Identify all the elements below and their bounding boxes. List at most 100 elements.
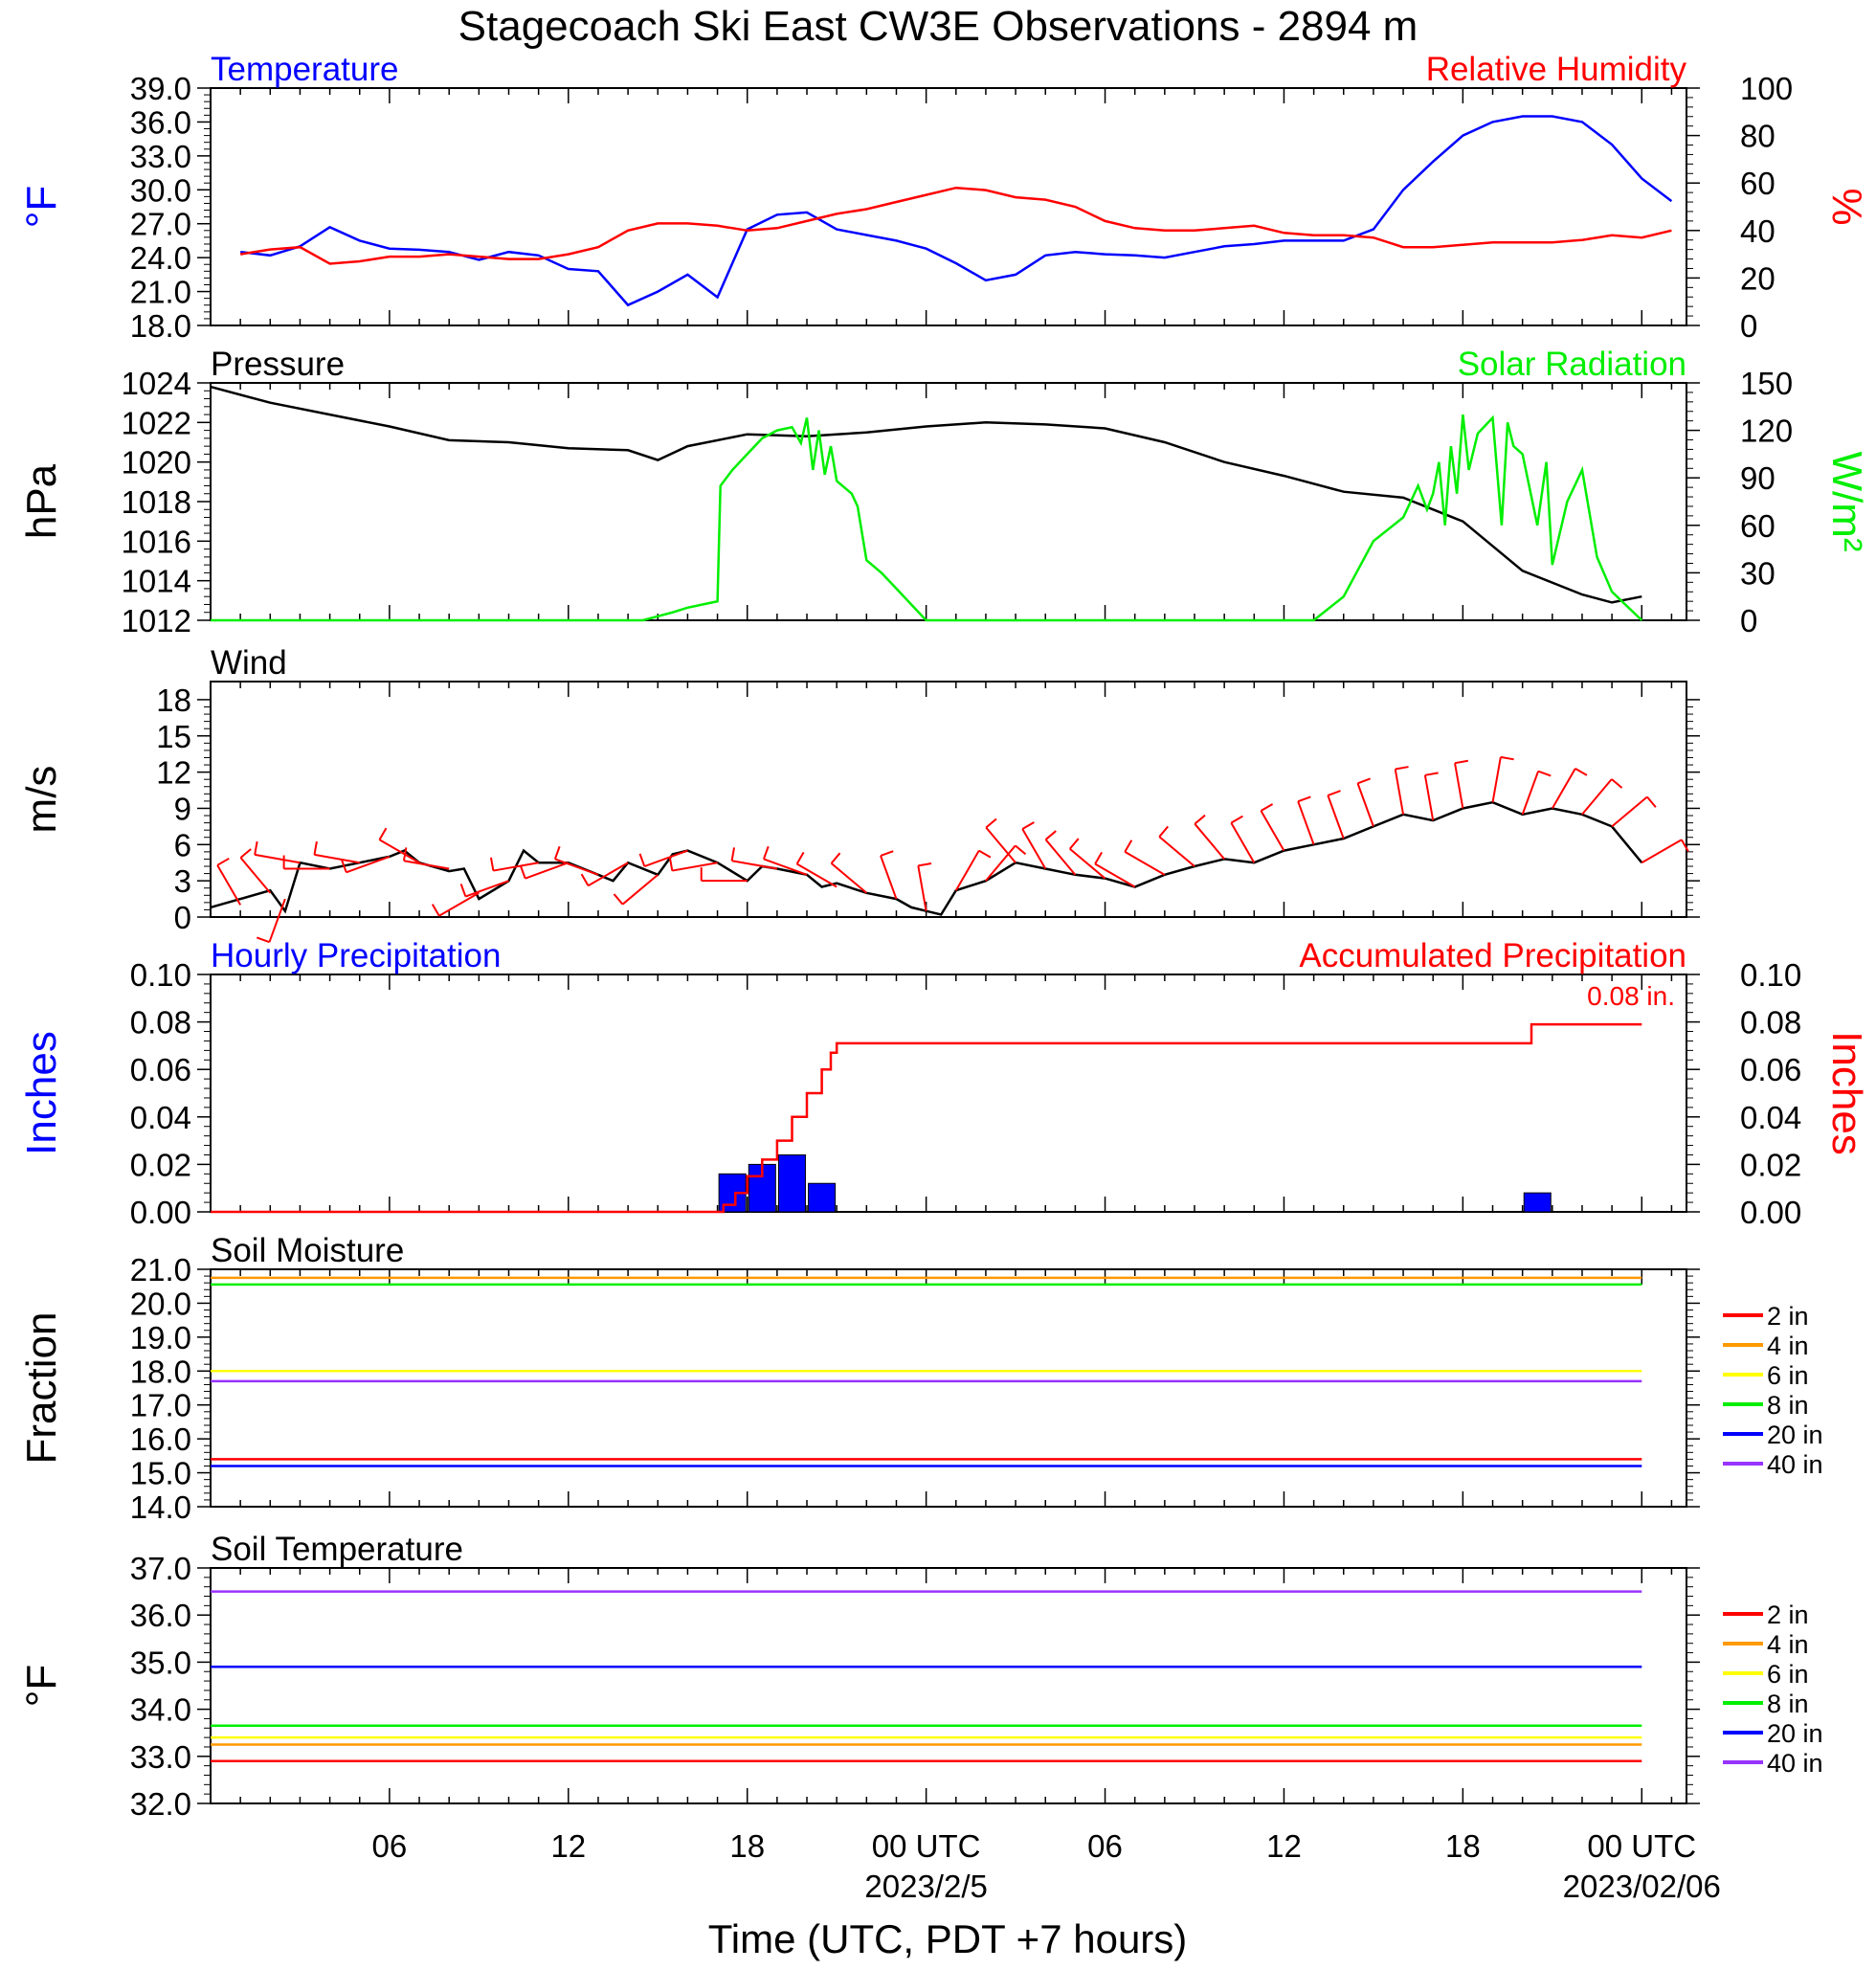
panel-4: 0.10 0.08 0.06 0.04 0.02 0.00 0.10 0.08 0.06 0.04… xyxy=(18,937,1870,1230)
wind-barb-staff xyxy=(1423,774,1435,821)
wind-barb-flag xyxy=(638,853,646,867)
y-right-tick-label: 0.08 xyxy=(1740,1005,1801,1041)
y-left-tick-label: 18 xyxy=(156,683,191,718)
wind-barb-flag xyxy=(1044,830,1057,840)
y-right-tick-label: 150 xyxy=(1740,366,1793,401)
wind-barb-staff xyxy=(554,858,599,876)
wind-barb-flag xyxy=(553,845,561,860)
wind-barb-staff xyxy=(378,839,420,864)
y-left-tick-label: 0.06 xyxy=(130,1052,191,1087)
y-left-tick-label: 16.0 xyxy=(130,1422,191,1457)
y-left-axis-label: °F xyxy=(18,1665,65,1707)
y-left-tick-label: 0.00 xyxy=(130,1195,191,1230)
wind-barb-flag xyxy=(254,840,258,856)
date-label: 2023/02/06 xyxy=(1563,1869,1721,1904)
wind-barb-staff xyxy=(239,857,272,894)
panel-title-left: Soil Moisture xyxy=(211,1232,404,1269)
wind-barb-staff xyxy=(1021,828,1047,870)
wind-barb-flag xyxy=(1069,838,1080,850)
hourly-precip-bar xyxy=(808,1182,837,1213)
figure-title: Stagecoach Ski East CW3E Observations - … xyxy=(458,3,1418,50)
wind-barb-staff xyxy=(1069,848,1106,880)
panel-title-right: Relative Humidity xyxy=(1426,51,1687,88)
wind-barb-flag xyxy=(378,827,388,840)
wind-barb-staff xyxy=(314,853,360,864)
y-right-axis-label: % xyxy=(1823,188,1870,225)
series-line-solar-radiation xyxy=(211,414,1643,622)
legend-label: 40 in xyxy=(1767,1450,1823,1479)
y-right-tick-label: 30 xyxy=(1740,555,1776,591)
series-line-accumulated-precipitation xyxy=(211,1022,1642,1214)
hourly-precip-bar xyxy=(777,1153,806,1213)
y-left-tick-label: 0.02 xyxy=(130,1147,191,1182)
y-left-tick-label: 27.0 xyxy=(130,207,191,242)
y-left-tick-label: 34.0 xyxy=(130,1692,191,1728)
wind-barb-flag xyxy=(1260,803,1274,812)
wind-barb-flag xyxy=(1327,790,1341,796)
wind-barb-staff xyxy=(763,858,808,876)
panel-5: 21.020.019.018.017.016.015.014.0 Soil Moi… xyxy=(18,1232,1823,1525)
wind-barb-flag xyxy=(1454,759,1468,765)
wind-barb-staff xyxy=(643,849,688,867)
y-left-tick-label: 35.0 xyxy=(130,1645,191,1680)
legend-label: 2 in xyxy=(1767,1601,1809,1629)
series-line-wind xyxy=(210,800,1643,916)
wind-barb-flag xyxy=(830,852,841,864)
y-left-tick-label: 9 xyxy=(174,791,191,826)
wind-barb-staff xyxy=(985,844,1016,882)
y-right-tick-label: 0.02 xyxy=(1740,1147,1801,1182)
y-right-axis-label: W/m² xyxy=(1823,451,1870,551)
legend-label: 8 in xyxy=(1767,1391,1809,1420)
wind-barb-staff xyxy=(1297,800,1315,845)
wind-barb-flag xyxy=(313,840,318,856)
y-left-tick-label: 6 xyxy=(174,827,191,862)
y-left-tick-label: 1018 xyxy=(122,484,191,520)
wind-barb-flag xyxy=(1194,814,1206,825)
y-left-tick-label: 33.0 xyxy=(130,1739,191,1775)
y-left-tick-label: 0.04 xyxy=(130,1100,191,1135)
x-tick-label: 00 UTC xyxy=(872,1828,981,1864)
y-left-tick-label: 21.0 xyxy=(130,1252,191,1287)
wind-barb-flag xyxy=(459,884,467,897)
series-line-pressure xyxy=(210,385,1642,604)
wind-barb-flag xyxy=(985,817,997,829)
wind-barb-flag xyxy=(1424,772,1439,776)
wind-barb-flag xyxy=(216,857,230,866)
wind-barb-flag xyxy=(1158,825,1169,838)
y-right-tick-label: 0 xyxy=(1740,603,1757,638)
wind-barb-staff xyxy=(1356,782,1374,827)
x-tick-label: 18 xyxy=(729,1828,765,1864)
y-left-tick-label: 0.08 xyxy=(130,1005,191,1041)
y-left-tick-label: 37.0 xyxy=(130,1551,191,1586)
plot-frame xyxy=(210,1567,1687,1804)
wind-barb-staff xyxy=(1194,823,1225,861)
y-left-tick-label: 17.0 xyxy=(130,1388,191,1423)
series-line-relative-humidity xyxy=(240,186,1672,265)
wind-barb-flag xyxy=(613,893,624,906)
wind-barb-flag xyxy=(1230,815,1243,824)
plot-frame xyxy=(210,1268,1687,1508)
legend-label: 40 in xyxy=(1767,1749,1823,1778)
wind-barb-flag xyxy=(668,857,674,871)
wind-barb-staff xyxy=(1158,836,1195,867)
wind-barb-staff xyxy=(525,862,570,880)
wind-barb-flag xyxy=(1357,777,1371,785)
wind-barb-staff xyxy=(438,891,480,917)
y-left-tick-label: 15.0 xyxy=(130,1456,191,1491)
wind-barb-flag xyxy=(1094,851,1103,864)
wind-barb-staff xyxy=(1044,839,1077,876)
y-left-tick-label: 36.0 xyxy=(130,104,191,140)
wind-barb-staff xyxy=(917,865,927,911)
legend-label: 2 in xyxy=(1767,1302,1809,1331)
y-left-tick-label: 36.0 xyxy=(130,1598,191,1633)
wind-barb-flag xyxy=(1021,821,1035,830)
y-right-tick-label: 0 xyxy=(1740,308,1757,344)
y-left-axis-label: Fraction xyxy=(18,1312,65,1465)
wind-barb-flag xyxy=(730,847,736,862)
x-tick-label: 06 xyxy=(372,1828,408,1864)
panel-title-left: Hourly Precipitation xyxy=(211,937,501,974)
y-left-tick-label: 30.0 xyxy=(130,172,191,208)
wind-barb-flag xyxy=(762,845,770,860)
x-tick-label: 06 xyxy=(1087,1828,1123,1864)
